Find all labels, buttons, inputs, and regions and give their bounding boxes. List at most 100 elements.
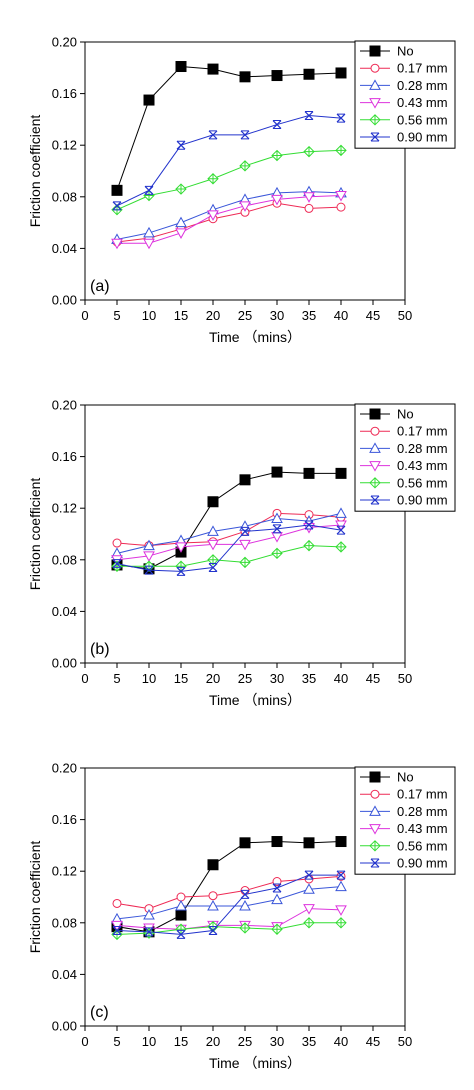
x-tick-label: 5 <box>113 308 120 323</box>
series-line <box>116 191 342 240</box>
y-axis-label: Friction coefficient <box>27 478 43 591</box>
x-tick-label: 40 <box>334 671 348 686</box>
legend-item: 0.90 mm <box>360 130 448 145</box>
data-point <box>239 201 251 212</box>
x-tick-label: 50 <box>398 1034 412 1049</box>
series-line <box>116 874 341 935</box>
data-point <box>207 210 219 221</box>
x-tick-label: 10 <box>142 1034 156 1049</box>
x-tick-label: 35 <box>302 308 316 323</box>
data-point <box>207 525 219 536</box>
data-point <box>143 551 155 562</box>
x-tick-label: 20 <box>206 671 220 686</box>
data-point <box>144 185 154 195</box>
legend-label: 0.28 mm <box>397 78 448 93</box>
x-axis-label: Time （mins） <box>209 692 301 708</box>
legend-item: 0.43 mm <box>360 95 448 110</box>
data-point <box>207 900 219 911</box>
legend-marker <box>369 461 381 472</box>
y-tick-label: 0.12 <box>52 501 77 516</box>
series-line <box>116 115 342 207</box>
y-tick-label: 0.16 <box>52 812 77 827</box>
legend-item: 0.56 mm <box>360 475 448 490</box>
series-line <box>116 875 342 910</box>
data-point <box>175 61 187 73</box>
legend-item: 0.43 mm <box>360 458 448 473</box>
legend-marker <box>369 442 381 453</box>
x-tick-label: 20 <box>206 1034 220 1049</box>
data-point <box>175 909 187 921</box>
legend-item: 0.28 mm <box>360 804 448 819</box>
legend-label: 0.90 mm <box>397 856 448 871</box>
chart-panel-2: 0 5 10 15 20 25 30 35 40 45 50 0.00 0.04 0.08 0.12 0.16… <box>27 398 456 708</box>
data-point <box>271 466 283 478</box>
legend-marker <box>369 477 381 489</box>
data-point <box>272 883 282 893</box>
series-0-28-mm <box>111 880 347 924</box>
legend-label: 0.90 mm <box>397 493 448 508</box>
x-tick-label: 40 <box>334 1034 348 1049</box>
data-point <box>335 905 347 916</box>
legend-box <box>354 40 456 149</box>
legend-label: 0.17 mm <box>397 787 448 802</box>
data-point <box>303 192 315 203</box>
series-0-90-mm <box>112 870 346 939</box>
data-point <box>176 566 186 576</box>
data-point <box>176 892 186 902</box>
chart-panel-3: 0 5 10 15 20 25 30 35 40 45 50 0.00 0.04 0.08 0.12 0.16… <box>27 761 456 1071</box>
x-tick-label: 25 <box>238 308 252 323</box>
data-point <box>335 836 347 848</box>
legend-item: 0.56 mm <box>360 838 448 853</box>
data-point <box>239 900 251 911</box>
legend-label: 0.28 mm <box>397 804 448 819</box>
data-point <box>112 559 122 569</box>
y-tick-label: 0.04 <box>52 604 77 619</box>
legend-label: 0.28 mm <box>397 441 448 456</box>
data-point <box>111 184 123 196</box>
data-point <box>143 909 155 920</box>
legend: No 0.17 mm 0.28 mm 0.43 mm 0.56 mm 0.90 mm <box>354 766 456 875</box>
data-point <box>304 870 314 880</box>
data-point <box>111 920 123 932</box>
data-point <box>112 538 122 548</box>
x-tick-label: 10 <box>142 308 156 323</box>
y-axis-label: Friction coefficient <box>27 841 43 954</box>
series-line <box>116 524 342 572</box>
data-point <box>303 145 315 158</box>
y-tick-label: 0.16 <box>52 86 77 101</box>
x-tick-label: 30 <box>270 671 284 686</box>
y-tick-label: 0.08 <box>52 915 77 930</box>
legend-label: 0.43 mm <box>397 821 448 836</box>
series-0-56-mm <box>111 144 347 216</box>
x-tick-label: 30 <box>270 308 284 323</box>
data-point <box>335 880 347 892</box>
data-point <box>175 228 187 239</box>
panel-label: (b) <box>90 641 110 658</box>
data-point <box>207 63 219 75</box>
y-tick-label: 0.12 <box>52 138 77 153</box>
x-tick-label: 25 <box>238 1034 252 1049</box>
data-point <box>271 70 283 82</box>
data-point <box>271 923 283 935</box>
legend-marker <box>370 132 380 142</box>
data-point <box>271 194 283 206</box>
legend-item: No <box>360 407 414 422</box>
x-axis-label: Time （mins） <box>209 1055 301 1071</box>
data-point <box>207 859 219 871</box>
series-line <box>116 524 342 561</box>
x-tick-label: 50 <box>398 308 412 323</box>
y-tick-label: 0.12 <box>52 864 77 879</box>
x-tick-label: 0 <box>81 671 88 686</box>
data-point <box>144 565 154 575</box>
data-point <box>207 173 219 185</box>
legend-marker <box>370 789 380 799</box>
legend-marker <box>370 426 380 436</box>
x-tick-label: 25 <box>238 671 252 686</box>
data-point <box>111 238 123 250</box>
x-tick-label: 15 <box>174 308 188 323</box>
data-point <box>239 160 251 172</box>
data-point <box>176 929 186 939</box>
data-point <box>336 202 346 212</box>
panel-label: (c) <box>90 1004 109 1021</box>
